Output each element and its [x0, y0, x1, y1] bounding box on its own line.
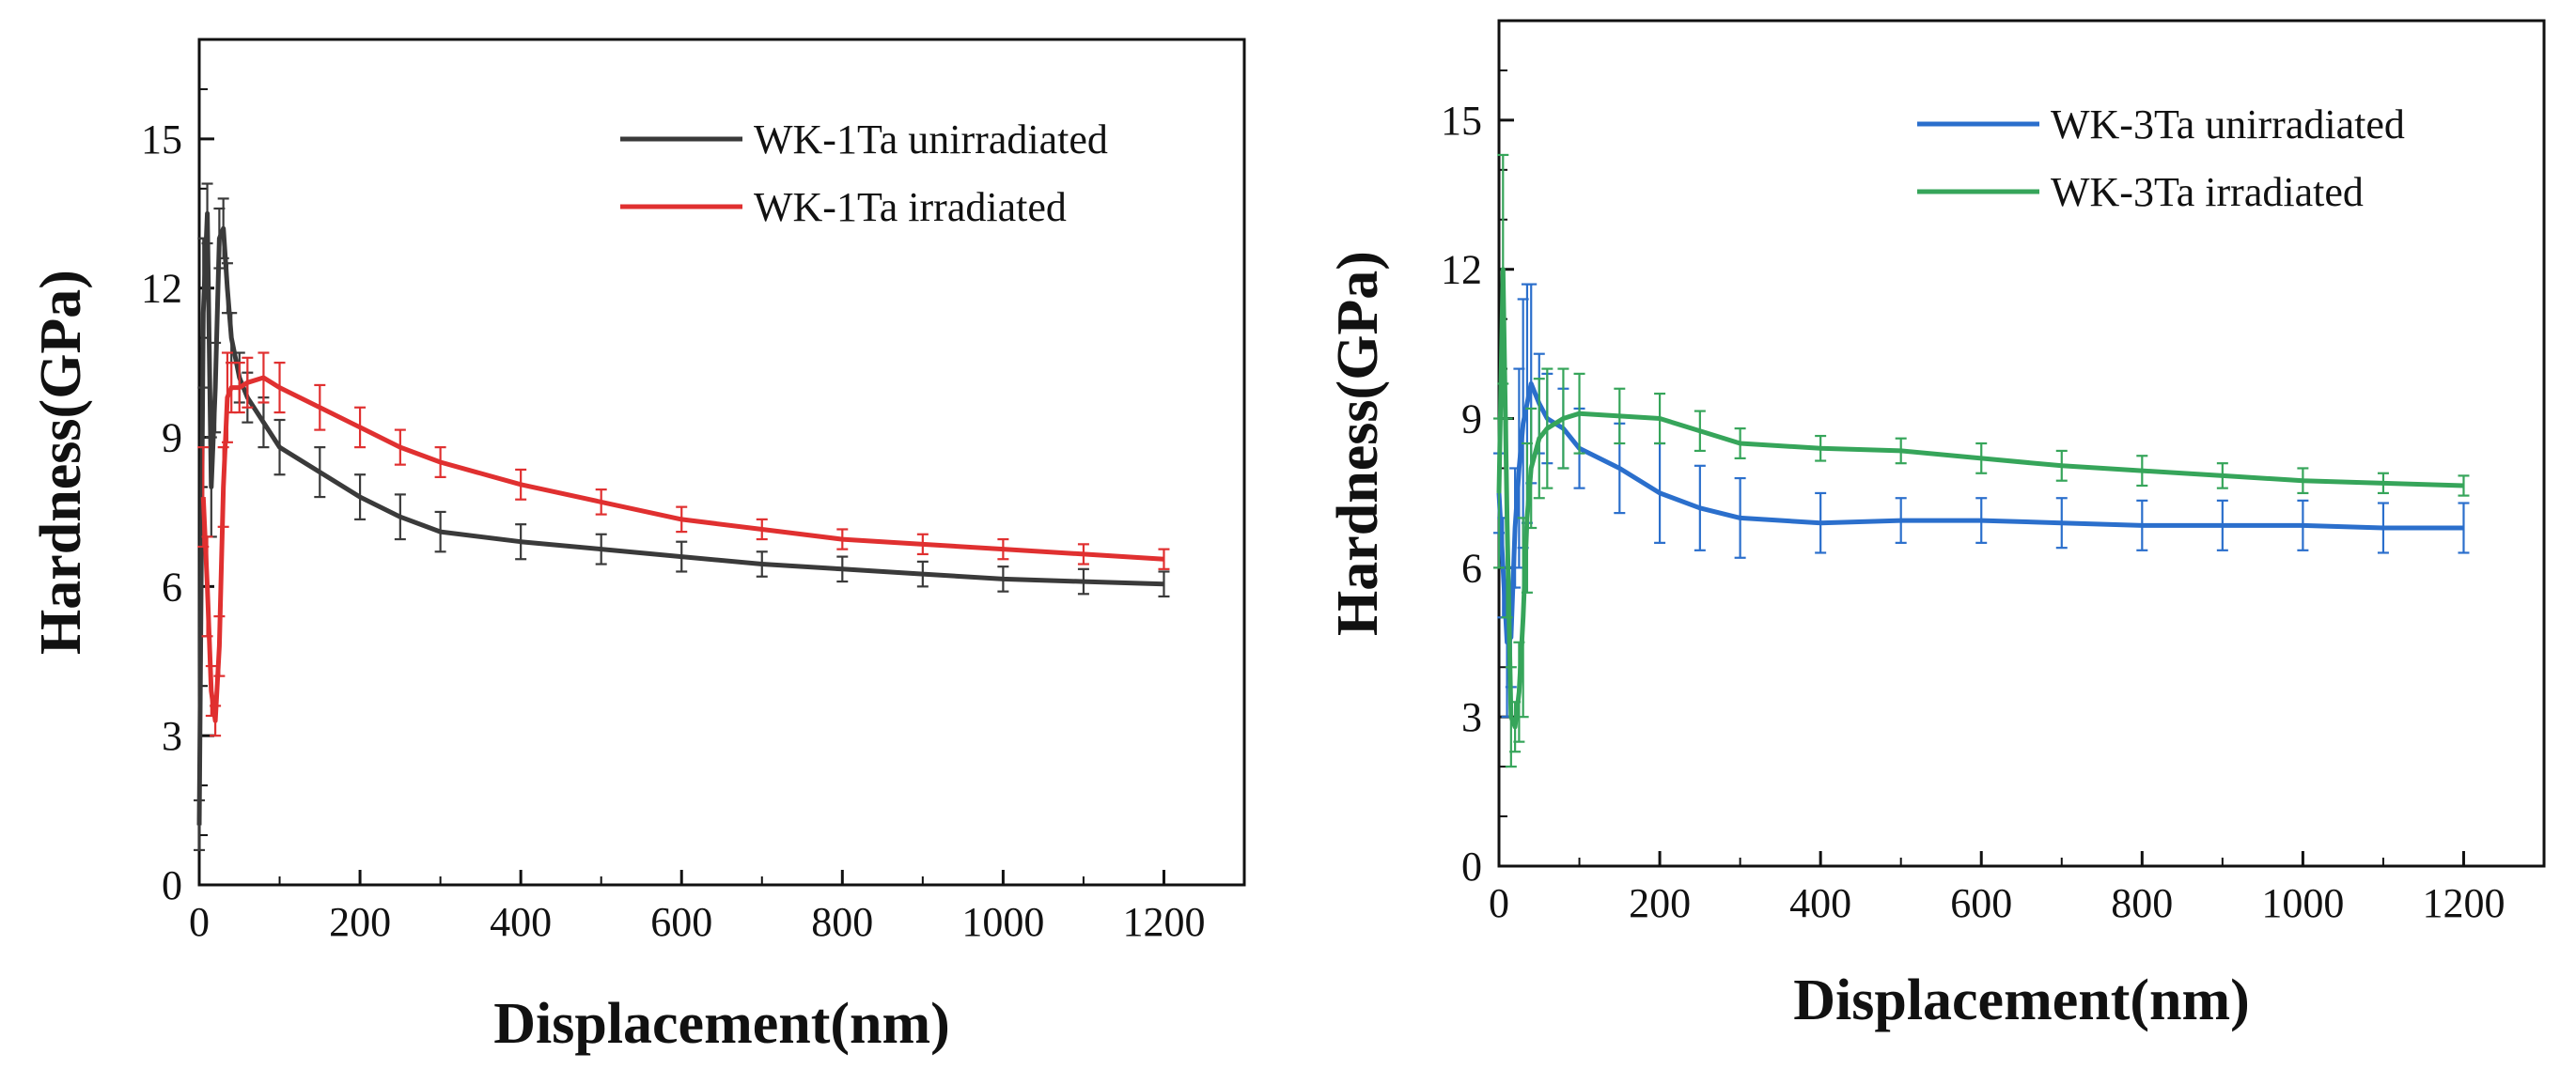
legend-label-right-0: WK-3Ta unirradiated [2051, 101, 2405, 147]
y-tick-label-left: 3 [162, 713, 182, 759]
axis-ticks-left: 0 200 400 600 800 1000 1200 0 3 6 9 12 15 [141, 39, 1205, 945]
y-tick-label-left: 15 [141, 116, 182, 163]
x-tick-label-right: 600 [1950, 880, 2012, 926]
y-tick-label-left: 0 [162, 862, 182, 908]
series-layer-right [1493, 153, 2470, 768]
y-axis-title-right: Hardness(GPa) [1326, 251, 1390, 636]
legend-label-left-0: WK-1Ta unirradiated [754, 116, 1108, 163]
x-tick-label-right: 200 [1629, 880, 1691, 926]
x-tick-label-left: 0 [189, 899, 210, 945]
series-layer-left [194, 182, 1170, 852]
y-tick-label-right: 9 [1461, 396, 1482, 442]
y-axis-title-left: Hardness(GPa) [29, 270, 93, 655]
y-tick-label-right: 6 [1461, 545, 1482, 591]
x-tick-label-right: 1200 [2422, 880, 2505, 926]
x-axis-title-right: Displacement(nm) [1793, 968, 2250, 1032]
axis-ticks-right: 0 200 400 600 800 1000 1200 0 3 6 9 12 15 [1441, 20, 2505, 926]
y-tick-label-left: 9 [162, 415, 182, 461]
x-tick-label-left: 1000 [961, 899, 1044, 945]
y-tick-label-right: 0 [1461, 844, 1482, 890]
x-tick-label-left: 400 [490, 899, 552, 945]
x-tick-label-right: 800 [2111, 880, 2173, 926]
legend-label-left-1: WK-1Ta irradiated [754, 184, 1067, 230]
y-tick-label-right: 3 [1461, 694, 1482, 740]
x-tick-label-left: 1200 [1122, 899, 1205, 945]
legend-label-right-1: WK-3Ta irradiated [2051, 169, 2364, 215]
legend-right: WK-3Ta unirradiated WK-3Ta irradiated [1917, 101, 2405, 215]
chart-panel-left: 0 200 400 600 800 1000 1200 0 3 6 9 12 15 WK-1Ta uni… [29, 38, 1246, 1056]
x-axis-title-left: Displacement(nm) [493, 992, 950, 1056]
chart-panel-right: 0 200 400 600 800 1000 1200 0 3 6 9 12 15 WK-3Ta uni… [1326, 19, 2546, 1032]
plot-frame-left [197, 38, 1246, 887]
x-tick-label-right: 1000 [2261, 880, 2344, 926]
x-tick-label-right: 400 [1789, 880, 1851, 926]
y-tick-label-right: 15 [1441, 98, 1482, 144]
y-tick-label-right: 12 [1441, 247, 1482, 293]
y-tick-label-left: 12 [141, 266, 182, 312]
x-tick-label-left: 200 [329, 899, 391, 945]
legend-left: WK-1Ta unirradiated WK-1Ta irradiated [620, 116, 1108, 230]
y-tick-label-left: 6 [162, 564, 182, 610]
x-tick-label-right: 0 [1489, 880, 1509, 926]
series-line-left-1 [200, 375, 1164, 723]
x-tick-label-left: 800 [811, 899, 873, 945]
x-tick-label-left: 600 [650, 899, 712, 945]
